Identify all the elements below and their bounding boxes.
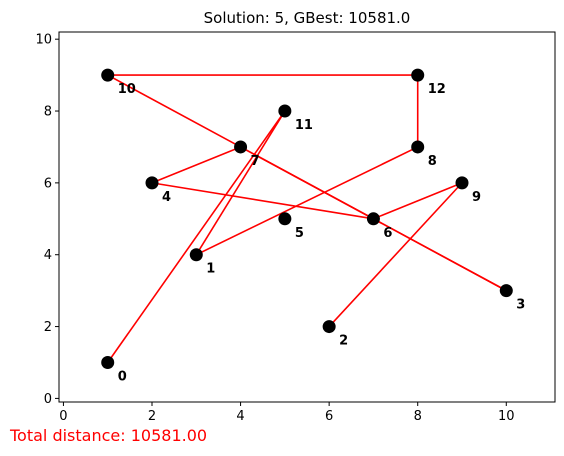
city-point bbox=[145, 176, 159, 190]
city-label: 11 bbox=[295, 118, 313, 133]
x-tick-label: 6 bbox=[325, 409, 333, 424]
city-label: 10 bbox=[118, 82, 136, 97]
x-tick-label: 4 bbox=[236, 409, 244, 424]
city-point bbox=[189, 248, 203, 262]
city-point bbox=[278, 104, 292, 118]
city-point bbox=[455, 176, 469, 190]
city-point bbox=[366, 212, 380, 226]
city-label: 7 bbox=[251, 154, 260, 169]
city-label: 3 bbox=[516, 298, 525, 313]
city-point bbox=[234, 140, 248, 154]
city-label: 12 bbox=[428, 82, 446, 97]
city-point bbox=[411, 68, 425, 82]
y-tick-label: 6 bbox=[44, 176, 52, 191]
city-label: 6 bbox=[383, 226, 392, 241]
chart-title: Solution: 5, GBest: 10581.0 bbox=[204, 9, 411, 27]
route-segment bbox=[151, 146, 241, 184]
route-segment bbox=[195, 146, 419, 256]
city-point bbox=[101, 355, 115, 369]
y-tick-label: 2 bbox=[44, 320, 52, 335]
total-distance-text: Total distance: 10581.00 bbox=[10, 426, 208, 445]
city-label: 5 bbox=[295, 226, 304, 241]
route-lines bbox=[107, 74, 507, 363]
city-point bbox=[411, 140, 425, 154]
y-tick-label: 8 bbox=[44, 105, 52, 120]
city-label: 9 bbox=[472, 190, 481, 205]
y-tick-label: 4 bbox=[44, 248, 52, 263]
city-nodes bbox=[101, 68, 513, 369]
x-tick-label: 10 bbox=[498, 409, 515, 424]
y-tick-label: 0 bbox=[44, 392, 52, 407]
y-tick-label: 10 bbox=[35, 33, 52, 48]
city-label: 8 bbox=[428, 154, 437, 169]
x-tick-label: 0 bbox=[59, 409, 67, 424]
city-label: 0 bbox=[118, 369, 127, 384]
route-segment bbox=[195, 110, 286, 256]
x-tick-label: 2 bbox=[148, 409, 156, 424]
city-point bbox=[499, 284, 513, 298]
route-segment bbox=[373, 182, 463, 220]
city-label: 2 bbox=[339, 334, 348, 349]
route-segment bbox=[107, 110, 286, 363]
city-point bbox=[278, 212, 292, 226]
route-segment bbox=[328, 182, 463, 328]
city-point bbox=[101, 68, 115, 82]
route-segment bbox=[151, 182, 374, 220]
x-tick-label: 8 bbox=[414, 409, 422, 424]
city-label: 1 bbox=[206, 262, 215, 277]
city-point bbox=[322, 320, 336, 334]
city-label: 4 bbox=[162, 190, 171, 205]
